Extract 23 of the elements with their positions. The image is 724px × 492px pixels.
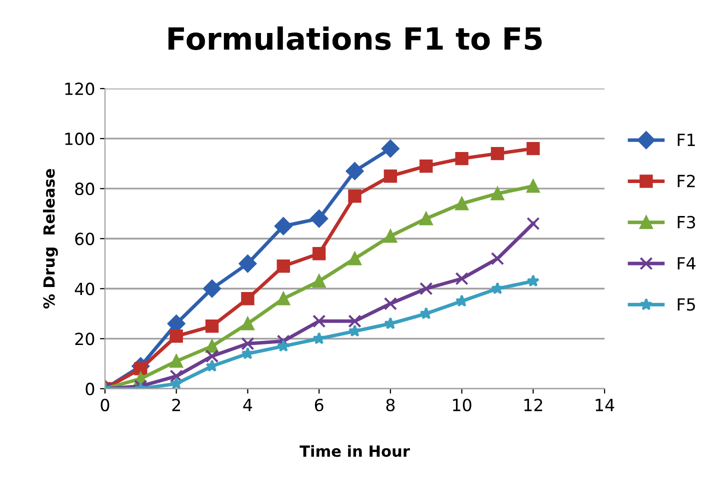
x-tick-label: 0 [100, 398, 110, 412]
y-tick-label: 100 [65, 132, 94, 146]
x-tick-label: 2 [172, 398, 180, 412]
x-tick-label: 8 [386, 398, 395, 412]
legend-label: F4 [678, 257, 696, 270]
x-tick-label: 12 [524, 398, 542, 412]
x-tick-label: 6 [314, 398, 324, 412]
y-tick-label: 60 [75, 232, 94, 246]
legend-label: F3 [678, 216, 696, 228]
y-tick-label: 120 [65, 82, 94, 96]
y-tick-label: 20 [75, 332, 94, 346]
y-axis-title: % Drug Release [42, 168, 58, 309]
x-axis-title: Time in Hour [300, 445, 410, 457]
y-tick-label: 40 [74, 282, 94, 296]
y-tick-label: 0 [86, 382, 94, 396]
legend-label: F5 [678, 298, 695, 311]
legend-label: F2 [678, 174, 695, 188]
chart-title: Formulations F1 to F5 [168, 26, 542, 50]
y-tick-label: 80 [75, 182, 94, 196]
x-tick-label: 14 [596, 398, 614, 412]
legend-label: F1 [678, 134, 695, 146]
x-tick-label: 4 [243, 398, 252, 412]
x-tick-label: 10 [453, 398, 472, 412]
